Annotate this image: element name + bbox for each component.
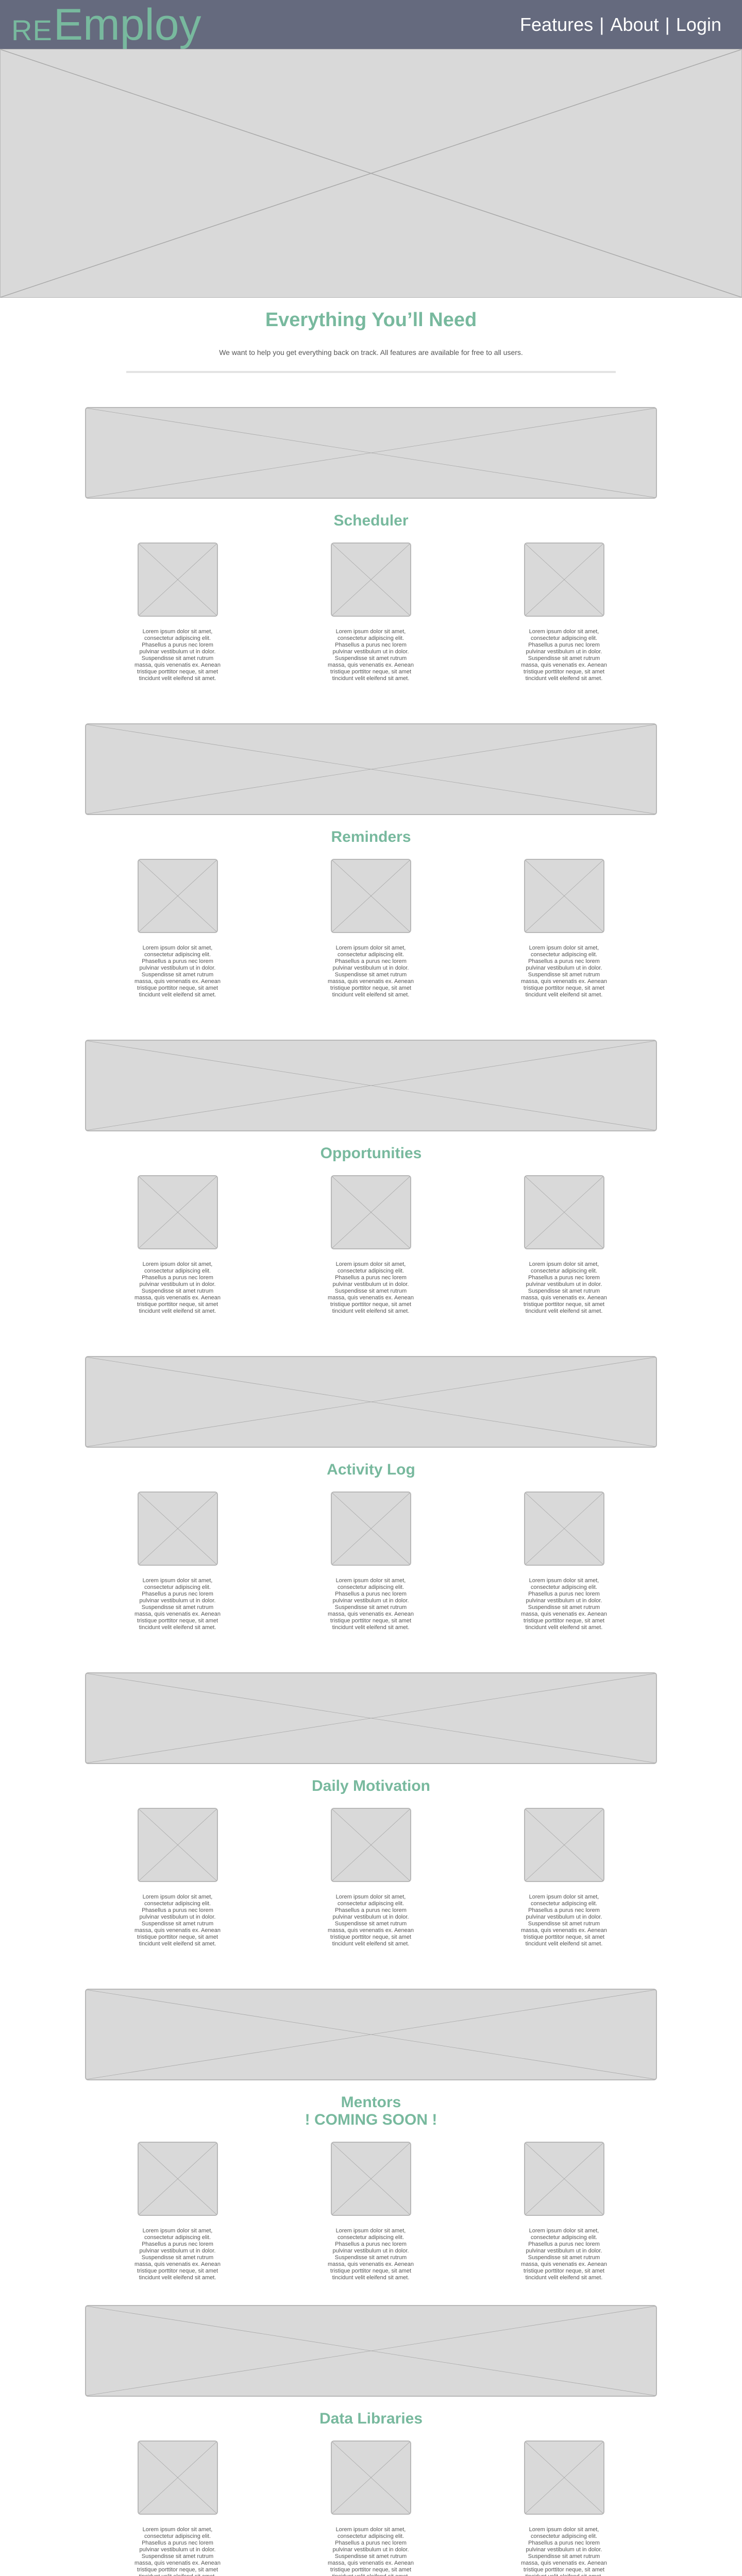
card-image-placeholder <box>331 1175 411 1249</box>
card-image-placeholder <box>524 1175 604 1249</box>
card-description: Lorem ipsum dolor sit amet, consectetur … <box>328 1894 414 1947</box>
section-banner-placeholder <box>85 1356 657 1448</box>
card-image-placeholder <box>524 2142 604 2216</box>
section-banner-placeholder <box>85 1672 657 1764</box>
section-banner-placeholder <box>85 2305 657 2397</box>
card-image-placeholder <box>524 543 604 617</box>
card-description: Lorem ipsum dolor sit amet, consectetur … <box>134 1578 221 1631</box>
section-title: Activity Log <box>0 1461 742 1479</box>
card-description: Lorem ipsum dolor sit amet, consectetur … <box>521 629 607 682</box>
card-image-placeholder <box>138 1492 218 1566</box>
card-description: Lorem ipsum dolor sit amet, consectetur … <box>328 2228 414 2281</box>
hero-image-placeholder <box>0 49 742 298</box>
nav-separator: | <box>599 13 604 35</box>
section-banner-placeholder <box>85 1040 657 1131</box>
section-banner-placeholder <box>85 723 657 815</box>
card-description: Lorem ipsum dolor sit amet, consectetur … <box>328 2527 414 2576</box>
card-description: Lorem ipsum dolor sit amet, consectetur … <box>134 629 221 682</box>
card-image-placeholder <box>524 1808 604 1882</box>
section-banner-placeholder <box>85 407 657 499</box>
card-image-placeholder <box>331 2142 411 2216</box>
card-description: Lorem ipsum dolor sit amet, consectetur … <box>328 945 414 998</box>
card-description: Lorem ipsum dolor sit amet, consectetur … <box>328 1261 414 1314</box>
section-title: Data Libraries <box>0 2410 742 2428</box>
card-description: Lorem ipsum dolor sit amet, consectetur … <box>521 1261 607 1314</box>
card-description: Lorem ipsum dolor sit amet, consectetur … <box>134 1261 221 1314</box>
card-description: Lorem ipsum dolor sit amet, consectetur … <box>134 1894 221 1947</box>
card-image-placeholder <box>138 859 218 933</box>
section-title-text: Daily Motivation <box>311 1777 431 1794</box>
top-nav: Features | About | Login <box>520 14 721 36</box>
card-image-placeholder <box>331 859 411 933</box>
card-image-placeholder <box>138 1808 218 1882</box>
section-subtitle-text: ! COMING SOON ! <box>305 2111 437 2128</box>
divider <box>126 371 616 373</box>
card-image-placeholder <box>138 543 218 617</box>
section-title-text: Opportunities <box>320 1145 422 1162</box>
section-title: Scheduler <box>0 512 742 530</box>
card-description: Lorem ipsum dolor sit amet, consectetur … <box>134 2527 221 2576</box>
section-title-text: Activity Log <box>327 1461 415 1478</box>
section-title-text: Mentors <box>341 2094 401 2111</box>
section-title: Reminders <box>0 828 742 846</box>
card-description: Lorem ipsum dolor sit amet, consectetur … <box>521 945 607 998</box>
section-title-text: Reminders <box>331 828 411 845</box>
section-title: Daily Motivation <box>0 1777 742 1795</box>
card-description: Lorem ipsum dolor sit amet, consectetur … <box>521 1894 607 1947</box>
card-description: Lorem ipsum dolor sit amet, consectetur … <box>134 2228 221 2281</box>
page-title: Everything You’ll Need <box>265 309 477 331</box>
card-image-placeholder <box>524 2441 604 2515</box>
card-image-placeholder <box>138 1175 218 1249</box>
nav-separator: | <box>665 13 670 35</box>
card-image-placeholder <box>138 2441 218 2515</box>
section-title-text: Scheduler <box>333 512 409 529</box>
card-image-placeholder <box>331 1492 411 1566</box>
intro-text: We want to help you get everything back … <box>219 348 523 357</box>
card-image-placeholder <box>331 1808 411 1882</box>
nav-link-about[interactable]: About <box>610 13 659 35</box>
section-title: Opportunities <box>0 1145 742 1162</box>
section-title-text: Data Libraries <box>319 2410 423 2427</box>
card-description: Lorem ipsum dolor sit amet, consectetur … <box>134 945 221 998</box>
nav-link-login[interactable]: Login <box>676 13 721 35</box>
card-image-placeholder <box>331 2441 411 2515</box>
card-image-placeholder <box>138 2142 218 2216</box>
card-description: Lorem ipsum dolor sit amet, consectetur … <box>521 1578 607 1631</box>
section-banner-placeholder <box>85 1989 657 2080</box>
card-image-placeholder <box>331 543 411 617</box>
nav-link-features[interactable]: Features <box>520 13 594 35</box>
section-title: Mentors! COMING SOON ! <box>0 2094 742 2129</box>
card-description: Lorem ipsum dolor sit amet, consectetur … <box>328 629 414 682</box>
logo-prefix: RE <box>11 13 53 46</box>
card-description: Lorem ipsum dolor sit amet, consectetur … <box>521 2527 607 2576</box>
logo[interactable]: RE Employ <box>11 3 201 47</box>
card-image-placeholder <box>524 1492 604 1566</box>
site-header: RE Employ Features | About | Login <box>0 0 742 49</box>
card-description: Lorem ipsum dolor sit amet, consectetur … <box>521 2228 607 2281</box>
logo-main: Employ <box>53 0 201 49</box>
card-image-placeholder <box>524 859 604 933</box>
card-description: Lorem ipsum dolor sit amet, consectetur … <box>328 1578 414 1631</box>
